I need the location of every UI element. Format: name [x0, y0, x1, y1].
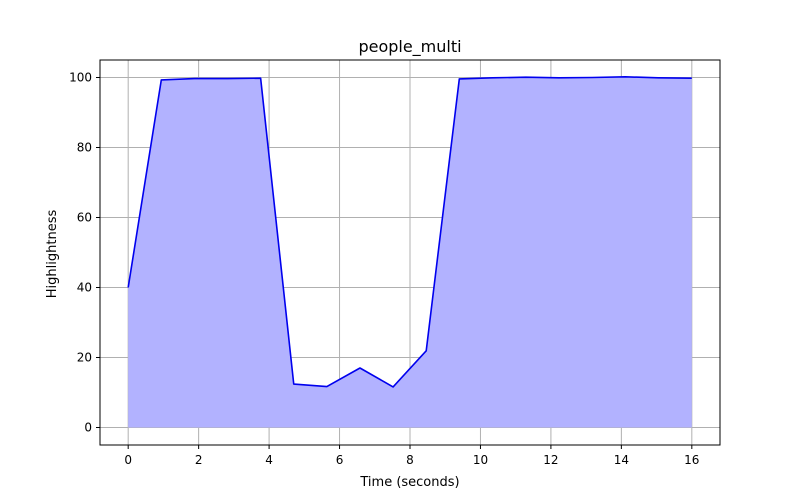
- x-tick-label: 16: [684, 453, 699, 467]
- x-tick-label: 4: [265, 453, 273, 467]
- x-tick-label: 6: [336, 453, 344, 467]
- y-tick-label: 0: [84, 421, 92, 435]
- y-axis-label: Highlightness: [45, 210, 60, 299]
- x-tick-label: 14: [614, 453, 629, 467]
- x-tick-label: 10: [473, 453, 488, 467]
- x-tick-label: 2: [195, 453, 203, 467]
- y-tick-label: 20: [77, 351, 92, 365]
- y-tick-label: 80: [77, 141, 92, 155]
- x-tick-label: 8: [406, 453, 414, 467]
- chart-title: people_multi: [358, 37, 461, 57]
- x-tick-label: 0: [124, 453, 132, 467]
- y-tick-label: 100: [69, 71, 92, 85]
- x-tick-label: 12: [543, 453, 558, 467]
- x-axis-label: Time (seconds): [359, 475, 459, 490]
- y-tick-label: 60: [77, 211, 92, 225]
- y-tick-label: 40: [77, 281, 92, 295]
